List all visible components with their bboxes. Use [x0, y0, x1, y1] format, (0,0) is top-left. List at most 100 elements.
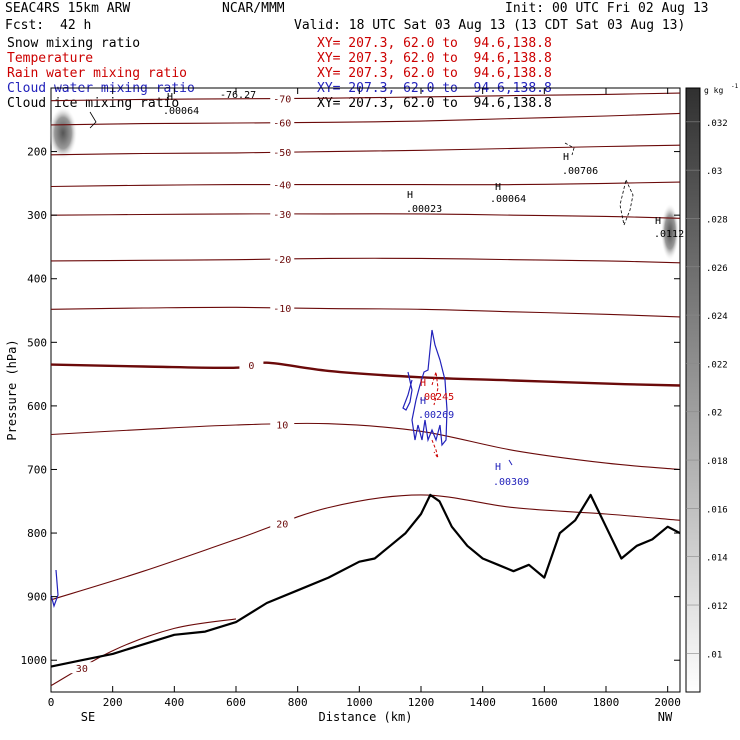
max-annotation: H: [420, 378, 426, 389]
contour-label-bg: [270, 301, 295, 313]
max-annotations: H.00064-76.27H.00706H.00023H.00064H.0112…: [163, 90, 684, 488]
x-tick-label: 1400: [469, 696, 496, 709]
x-tick-label: 0: [48, 696, 55, 709]
contour-label: 10: [276, 420, 288, 431]
max-annotation: .0112: [654, 229, 684, 240]
ice-contour: [89, 111, 97, 129]
colorbar-tick-label: .032: [706, 119, 728, 129]
center-title: NCAR/MMM: [222, 1, 285, 16]
colorbar-tick-label: .02: [706, 409, 722, 419]
x-tick-label: 1800: [593, 696, 620, 709]
colorbar: .01 .012 .014 .016 .018 .02 .022 .024 .026 .028 .0…: [685, 83, 739, 693]
field-xy-snow: XY= 207.3, 62.0 to 94.6,138.8: [317, 36, 552, 51]
y-tick-label: 600: [27, 400, 47, 413]
field-xy-rain: XY= 207.3, 62.0 to 94.6,138.8: [317, 66, 552, 81]
max-annotation: H: [167, 92, 173, 103]
y-tick-label: 1000: [21, 654, 48, 667]
max-annotation: .00245: [418, 392, 454, 403]
temperature-contour: [50, 257, 681, 264]
field-name-rain: Rain water mixing ratio: [7, 66, 188, 81]
max-annotation: H: [420, 396, 426, 407]
y-tick-label: 500: [27, 336, 47, 349]
temperature-contour: [50, 422, 681, 471]
contour-label-bg: [69, 662, 94, 674]
colorbar-tick-label: .026: [706, 264, 728, 274]
plot-border: [50, 87, 681, 693]
colorbar-tick-label: .014: [706, 554, 728, 564]
colorbar-tick-label: .028: [706, 215, 728, 225]
max-annotation: H: [655, 216, 661, 227]
field-name-cloud-ice: Cloud ice mixing ratio: [7, 96, 180, 111]
temperature-contour: [50, 306, 681, 318]
contour-label-bg: [239, 359, 264, 371]
colorbar-tick-label: .022: [706, 360, 728, 370]
ice-blob-left: [49, 107, 77, 159]
y-tick-label: 400: [27, 273, 47, 286]
max-annotation: -76.27: [220, 90, 256, 101]
temperature-contour: [50, 213, 681, 219]
contour-label: 0: [248, 361, 254, 372]
contour-label-bg: [270, 207, 295, 219]
temperature-contour: [50, 361, 681, 387]
contour-label: -50: [273, 148, 291, 159]
x-tick-label: 1200: [408, 696, 435, 709]
contour-label-bg: [270, 146, 295, 158]
fcst-label: Fcst:: [5, 18, 45, 33]
colorbar-unit: g kg: [704, 86, 723, 95]
x-tick-label: 400: [164, 696, 184, 709]
colorbar-tick-label: .01: [706, 650, 722, 660]
y-tick-label: 800: [27, 527, 47, 540]
y-tick-label: 900: [27, 591, 47, 604]
max-annotation: H: [495, 182, 501, 193]
model-title: SEAC4RS 15km ARW: [5, 1, 131, 16]
max-annotation: .00706: [562, 166, 598, 177]
contour-label-bg: [270, 253, 295, 265]
colorbar-tick-label: .012: [706, 602, 728, 612]
x-axis-label: Distance (km): [319, 710, 413, 724]
init-time: Init: 00 UTC Fri 02 Aug 13: [505, 1, 709, 16]
colorbar-tick-label: .018: [706, 457, 728, 467]
field-name-snow: Snow mixing ratio: [7, 36, 141, 51]
contour-label: -30: [273, 210, 291, 221]
axes: 0 200 400 600 800 1000 1200 1400 1600 1800 2000200…: [5, 88, 681, 724]
max-annotation: .00309: [493, 477, 529, 488]
colorbar-bar: [685, 87, 701, 693]
contour-label-bg: [270, 178, 295, 190]
contour-label: -40: [273, 181, 291, 192]
x-tick-label: 200: [103, 696, 123, 709]
rain-contour: [431, 439, 439, 459]
terrain: [50, 493, 681, 668]
colorbar-tick-label: .03: [706, 167, 722, 177]
contour-label-bg: [270, 116, 295, 128]
y-tick-label: 200: [27, 146, 47, 159]
contour-label-bg: [270, 517, 295, 529]
max-annotation: H: [563, 152, 569, 163]
cloud-water-contours: [50, 111, 634, 608]
plot-frame: [50, 87, 681, 693]
y-axis-label: Pressure (hPa): [5, 339, 19, 440]
max-annotation: .00023: [406, 204, 442, 215]
contour-label: 20: [276, 520, 288, 531]
max-annotation: .00269: [418, 410, 454, 421]
temperature-contour: [50, 494, 681, 601]
max-annotation: H: [407, 190, 413, 201]
x-tick-label: 1600: [531, 696, 558, 709]
contour-label-bg: [270, 418, 295, 430]
colorbar-tick-label: .024: [706, 312, 728, 322]
temperature-contour: [50, 144, 681, 156]
colorbar-tick-label: .016: [706, 505, 728, 515]
field-name-temperature: Temperature: [7, 51, 94, 66]
se-label: SE: [81, 710, 95, 724]
temperature-contours: -70 -60 -50 -40 -30 -20 -10 0 10 20 30: [50, 92, 681, 687]
max-annotation: H: [495, 462, 501, 473]
x-tick-label: 1000: [346, 696, 373, 709]
field-xy-temperature: XY= 207.3, 62.0 to 94.6,138.8: [317, 51, 552, 66]
x-tick-label: 600: [226, 696, 246, 709]
nw-label: NW: [658, 710, 673, 724]
cloud-water-contour: [402, 371, 413, 411]
colorbar-unit-exponent: -1: [731, 83, 739, 90]
ice-contour: [619, 178, 634, 227]
contour-label: -70: [273, 94, 291, 105]
terrain-line: [50, 493, 681, 668]
